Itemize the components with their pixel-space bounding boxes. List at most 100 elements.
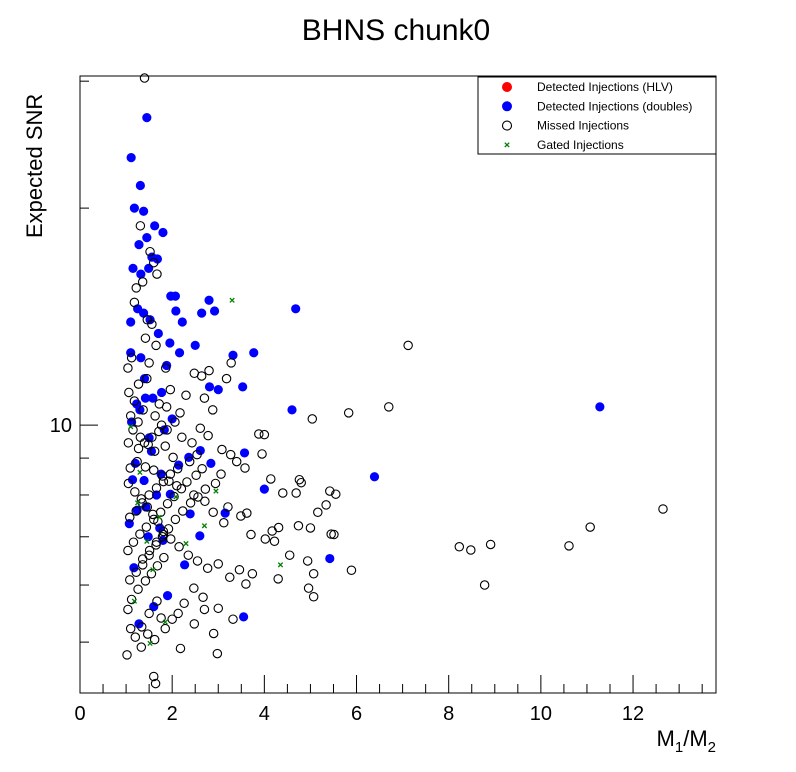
missed-point bbox=[199, 604, 210, 615]
missed-point bbox=[137, 277, 148, 287]
missed-point bbox=[125, 623, 136, 634]
detected-doubles-point bbox=[249, 348, 259, 358]
missed-point bbox=[321, 500, 331, 510]
gated-point bbox=[162, 619, 168, 625]
missed-point bbox=[168, 452, 178, 463]
missed-point bbox=[203, 430, 213, 441]
detected-doubles-point bbox=[130, 458, 140, 468]
detected-doubles-point bbox=[170, 291, 180, 301]
missed-point bbox=[307, 414, 318, 424]
missed-point bbox=[161, 402, 172, 412]
missed-point bbox=[150, 678, 161, 689]
missed-point bbox=[131, 506, 141, 516]
missed-point bbox=[165, 384, 176, 395]
missed-point bbox=[145, 246, 155, 257]
missed-point bbox=[140, 576, 151, 586]
missed-point bbox=[231, 456, 242, 467]
missed-point bbox=[185, 498, 196, 508]
missed-point bbox=[241, 579, 251, 589]
detected-doubles-point bbox=[206, 458, 216, 468]
missed-point bbox=[246, 529, 256, 540]
legend-label-detected-injections-hlv: Detected Injections (HLV) bbox=[537, 80, 673, 94]
gated-point-stroke bbox=[137, 469, 143, 475]
missed-point bbox=[212, 648, 223, 659]
missed-point bbox=[135, 221, 146, 231]
missed-point bbox=[331, 489, 341, 499]
missed-point bbox=[129, 396, 140, 406]
missed-point bbox=[136, 642, 147, 652]
detected-doubles-point bbox=[156, 387, 167, 398]
missed-point bbox=[225, 449, 236, 460]
missed-point bbox=[122, 650, 132, 660]
missed-point bbox=[135, 529, 145, 539]
missed-point bbox=[137, 554, 148, 564]
missed-point bbox=[221, 373, 232, 384]
missed-point bbox=[167, 614, 177, 624]
missed-point bbox=[162, 498, 173, 509]
missed-point bbox=[200, 496, 210, 507]
x-axis-title-sep: /M bbox=[683, 726, 707, 751]
missed-point bbox=[195, 423, 206, 434]
missed-point bbox=[202, 563, 213, 574]
missed-point bbox=[165, 469, 176, 479]
gated-point-stroke bbox=[201, 523, 208, 529]
detected-doubles-point bbox=[171, 306, 181, 316]
missed-point bbox=[296, 477, 306, 488]
y-axis-title: Expected SNR bbox=[22, 94, 47, 238]
missed-point bbox=[140, 333, 151, 343]
missed-point bbox=[160, 363, 171, 373]
missed-point bbox=[133, 379, 144, 389]
detected-doubles-point bbox=[209, 306, 220, 316]
missed-point bbox=[225, 572, 235, 583]
gated-point bbox=[137, 469, 143, 475]
missed-point bbox=[147, 432, 157, 442]
missed-point bbox=[144, 358, 154, 368]
missed-point bbox=[129, 297, 140, 308]
missed-point bbox=[242, 508, 252, 518]
missed-point bbox=[226, 358, 236, 368]
gated-point-stroke bbox=[183, 540, 189, 547]
legend-marker-stroke bbox=[504, 142, 510, 148]
missed-point bbox=[208, 628, 219, 639]
missed-point bbox=[149, 634, 160, 645]
missed-point bbox=[189, 619, 200, 629]
x-tick-label: 4 bbox=[259, 703, 270, 725]
missed-point bbox=[485, 539, 496, 550]
missed-point bbox=[170, 417, 180, 427]
detected-doubles-point bbox=[151, 490, 162, 500]
missed-point bbox=[228, 614, 238, 624]
missed-point bbox=[181, 390, 191, 401]
missed-point bbox=[313, 507, 323, 518]
legend: Detected Injections (HLV) Detected Inject… bbox=[477, 76, 717, 155]
missed-point bbox=[564, 541, 574, 551]
detected-doubles-point bbox=[174, 460, 184, 470]
legend-label-detected-injections-doubles: Detected Injections (doubles) bbox=[537, 99, 692, 113]
missed-point bbox=[223, 502, 233, 512]
detected-doubles-point bbox=[126, 153, 136, 163]
missed-point bbox=[139, 438, 150, 448]
missed-point bbox=[178, 506, 188, 516]
missed-point bbox=[156, 613, 166, 623]
missed-point bbox=[198, 592, 208, 603]
detected-doubles-point bbox=[174, 348, 185, 358]
missed-point bbox=[123, 363, 133, 373]
missed-point bbox=[123, 604, 133, 615]
missed-point bbox=[278, 488, 288, 498]
missed-point bbox=[137, 622, 147, 632]
missed-point bbox=[175, 408, 185, 418]
missed-point bbox=[329, 529, 339, 540]
detected-doubles-point bbox=[228, 350, 238, 360]
missed-point bbox=[163, 524, 174, 534]
missed-point bbox=[293, 521, 304, 531]
x-tick-label: 10 bbox=[530, 703, 552, 725]
missed-point bbox=[141, 522, 152, 532]
missed-point bbox=[257, 449, 267, 459]
detected-doubles-point bbox=[150, 221, 160, 231]
missed-point bbox=[269, 536, 280, 547]
missed-point bbox=[303, 583, 314, 593]
missed-point bbox=[149, 446, 160, 456]
missed-point bbox=[164, 476, 174, 486]
detected-doubles-point bbox=[142, 113, 152, 123]
gated-point bbox=[128, 424, 134, 430]
